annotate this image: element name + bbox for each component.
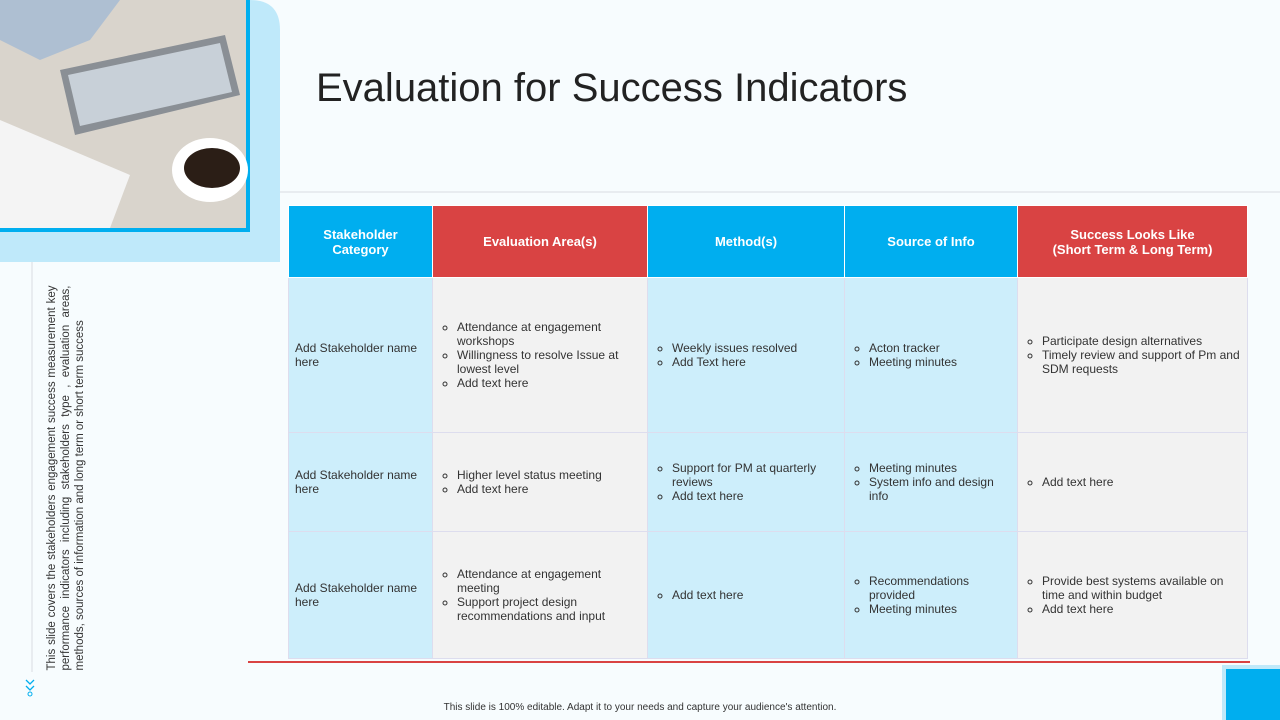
bullet-item: Add text here: [672, 588, 838, 602]
cell: Add text here: [647, 531, 845, 659]
bullet-item: Participate design alternatives: [1042, 334, 1241, 348]
cell: Support for PM at quarterly reviewsAdd t…: [647, 432, 845, 532]
bullet-list: Provide best systems available on time a…: [1024, 574, 1241, 616]
header-row: Stakeholder Category Evaluation Area(s) Me…: [288, 205, 1248, 278]
footer: This slide is 100% editable. Adapt it to…: [443, 702, 837, 713]
cell: Provide best systems available on time a…: [1017, 531, 1248, 659]
photo-screen: [68, 43, 232, 126]
bullet-list: Add text here: [654, 588, 838, 602]
bullet-item: System info and design info: [869, 475, 1011, 503]
bullet-item: Attendance at engagement workshops: [457, 320, 641, 348]
cell: Weekly issues resolvedAdd Text here: [647, 277, 845, 433]
bullet-list: Participate design alternativesTimely re…: [1024, 334, 1241, 376]
bullet-item: Add Text here: [672, 355, 838, 369]
table-body: Add Stakeholder name hereAttendance at e…: [288, 277, 1248, 659]
cell: Add text here: [1017, 432, 1248, 532]
bullet-item: Acton tracker: [869, 341, 1011, 355]
bullet-list: Recommendations providedMeeting minutes: [851, 574, 1011, 616]
bullet-list: Acton trackerMeeting minutes: [851, 341, 1011, 369]
table-row: Add Stakeholder name hereAttendance at e…: [288, 531, 1248, 659]
bullet-list: Add text here: [1024, 475, 1241, 489]
table: Stakeholder Category Evaluation Area(s) Me…: [288, 205, 1248, 659]
bullet-list: Weekly issues resolvedAdd Text here: [654, 341, 838, 369]
bullet-item: Add text here: [457, 376, 641, 390]
bullet-item: Meeting minutes: [869, 355, 1011, 369]
bullet-item: Add text here: [672, 489, 838, 503]
bullet-item: Meeting minutes: [869, 602, 1011, 616]
bullet-list: Attendance at engagement meetingSupport …: [439, 567, 641, 623]
cell: Attendance at engagement workshopsWillin…: [432, 277, 648, 433]
bullet-item: Add text here: [1042, 602, 1241, 616]
cell: Recommendations providedMeeting minutes: [844, 531, 1018, 659]
chevron-icon: [25, 679, 35, 691]
bullet-item: Attendance at engagement meeting: [457, 567, 641, 595]
bullet-item: Add text here: [457, 482, 641, 496]
table-row: Add Stakeholder name hereHigher level st…: [288, 432, 1248, 532]
cell: Add Stakeholder name here: [288, 432, 433, 532]
bullet-item: Add text here: [1042, 475, 1241, 489]
header-cell: Stakeholder Category: [288, 205, 433, 278]
bullet-list: Meeting minutesSystem info and design in…: [851, 461, 1011, 503]
cell: Add Stakeholder name here: [288, 531, 433, 659]
header-cell: Success Looks Like (Short Term & Long Te…: [1017, 205, 1248, 278]
header-cell: Source of Info: [844, 205, 1018, 278]
side-note: This slide covers the stakeholders engag…: [46, 285, 86, 671]
title: Evaluation for Success Indicators: [316, 66, 908, 110]
table-row: Add Stakeholder name hereAttendance at e…: [288, 277, 1248, 433]
bullet-item: Support project design recommendations a…: [457, 595, 641, 623]
photo-person: [0, 0, 120, 60]
cell: Higher level status meetingAdd text here: [432, 432, 648, 532]
bullet-list: Attendance at engagement workshopsWillin…: [439, 320, 641, 390]
bullet-list: Support for PM at quarterly reviewsAdd t…: [654, 461, 838, 503]
corner-box: [1226, 669, 1280, 720]
cell: Add Stakeholder name here: [288, 277, 433, 433]
bullet-item: Support for PM at quarterly reviews: [672, 461, 838, 489]
bullet-item: Provide best systems available on time a…: [1042, 574, 1241, 602]
header-cell: Evaluation Area(s): [432, 205, 648, 278]
bullet-item: Timely review and support of Pm and SDM …: [1042, 348, 1241, 376]
chevron-dot: [27, 691, 33, 697]
cell: Attendance at engagement meetingSupport …: [432, 531, 648, 659]
cell: Meeting minutesSystem info and design in…: [844, 432, 1018, 532]
bullet-item: Higher level status meeting: [457, 468, 641, 482]
cell: Participate design alternativesTimely re…: [1017, 277, 1248, 433]
bullet-list: Higher level status meetingAdd text here: [439, 468, 641, 496]
photo-paper: [0, 120, 130, 228]
bullet-item: Recommendations provided: [869, 574, 1011, 602]
bullet-item: Weekly issues resolved: [672, 341, 838, 355]
cell: Acton trackerMeeting minutes: [844, 277, 1018, 433]
bullet-item: Meeting minutes: [869, 461, 1011, 475]
header-cell: Method(s): [647, 205, 845, 278]
photo-coffee: [184, 148, 240, 188]
bullet-item: Willingness to resolve Issue at lowest l…: [457, 348, 641, 376]
